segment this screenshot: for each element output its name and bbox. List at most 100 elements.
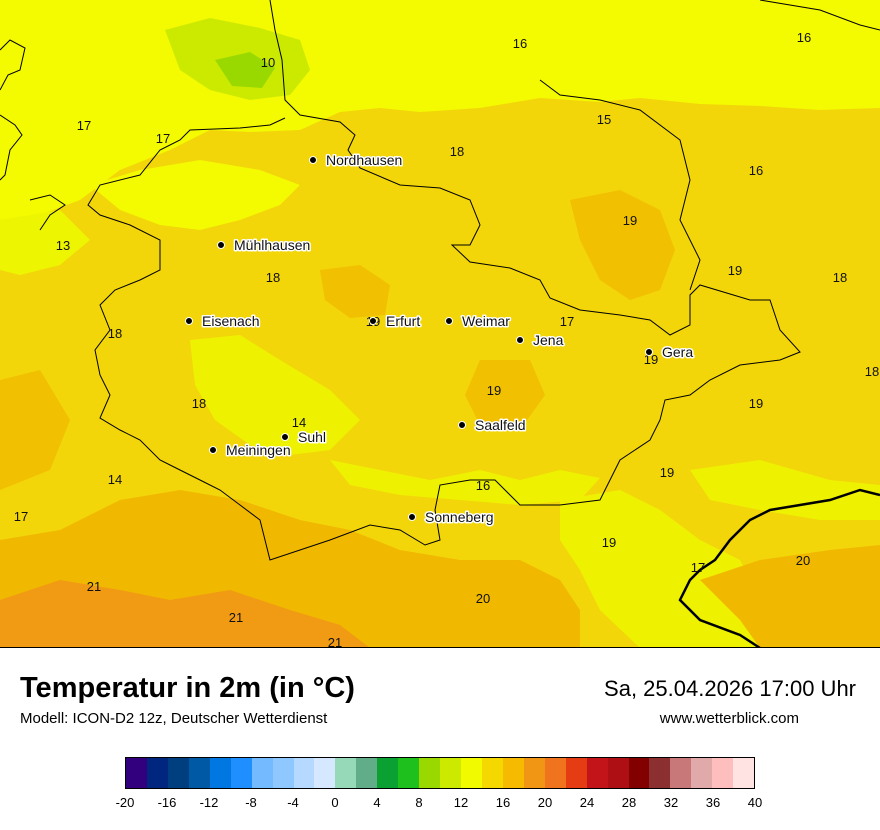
color-scale-swatch [126, 758, 147, 788]
city-dot-icon [309, 156, 317, 164]
city-erfurt: Erfurt [369, 312, 422, 331]
temperature-zone-19-east [690, 460, 880, 520]
website-link[interactable]: www.wetterblick.com [659, 710, 799, 727]
temperature-zone-19-north [570, 190, 675, 300]
color-scale-swatch [461, 758, 482, 788]
color-scale-swatch [314, 758, 336, 788]
temperature-value: 18 [108, 326, 122, 341]
color-scale-tick: 40 [747, 795, 763, 810]
color-scale-ticks: -20 -16 -12 -8 -4 0 4 8 12 16 20 24 28 32 36 40 [116, 795, 763, 815]
map-title: Temperatur in 2m (in °C) [20, 672, 355, 704]
city-mühlhausen: Mühlhausen [217, 236, 312, 255]
temperature-value: 19 [602, 535, 616, 550]
color-scale-swatch [628, 758, 650, 788]
temperature-value: 14 [108, 472, 122, 487]
state-border-saxony-anhalt [539, 79, 701, 291]
color-scale-swatch [586, 758, 608, 788]
state-border-thuringia [87, 0, 801, 561]
city-dot-icon [369, 317, 377, 325]
color-scale-swatch [293, 758, 315, 788]
temperature-value: 13 [56, 238, 70, 253]
city-label: Erfurt [386, 313, 420, 329]
city-label: Sonneberg [425, 509, 494, 525]
temperature-value: 17 [691, 560, 705, 575]
temperature-zone-cool-core [215, 52, 275, 88]
color-scale-tick: 24 [579, 795, 595, 810]
temperature-value: 21 [87, 579, 101, 594]
temperature-zone-14 [190, 335, 360, 455]
color-scale-swatch [649, 758, 671, 788]
color-scale-tick: -16 [157, 795, 177, 810]
temperature-value: 21 [229, 610, 243, 625]
color-scale-tick: 4 [373, 795, 381, 810]
color-scale-swatch [146, 758, 168, 788]
city-label: Meiningen [226, 442, 291, 458]
temperature-value: 19 [487, 383, 501, 398]
temperature-value: 17 [14, 509, 28, 524]
temperature-zone-19-saalfeld [465, 360, 545, 430]
city-dot-icon [281, 433, 289, 441]
temperature-zone-17 [90, 160, 300, 230]
temperature-value: 17 [156, 131, 170, 146]
city-dot-icon [445, 317, 453, 325]
city-dot-icon [458, 421, 466, 429]
city-label: Eisenach [202, 313, 260, 329]
temperature-value: 20 [796, 553, 810, 568]
color-scale-swatch [209, 758, 231, 788]
color-scale-tick: -20 [115, 795, 135, 810]
color-scale-swatch [523, 758, 545, 788]
temperature-value: 14 [292, 415, 306, 430]
color-scale-swatch [670, 758, 692, 788]
temperature-value: 19 [728, 263, 742, 278]
state-border-nw [0, 39, 26, 91]
city-dot-icon [209, 446, 217, 454]
temperature-zone-21 [0, 580, 369, 647]
color-scale-swatch [419, 758, 441, 788]
temperature-value: 19 [660, 465, 674, 480]
temperature-value: 16 [749, 163, 763, 178]
color-scale-tick: 12 [453, 795, 469, 810]
city-weimar: Weimar [445, 312, 512, 331]
city-label: Gera [662, 344, 693, 360]
city-markers: Nordhausen Mühlhausen Eisenach Erfurt Weimar… [185, 151, 695, 527]
temperature-value: 16 [797, 30, 811, 45]
temperature-value: 16 [476, 478, 490, 493]
city-eisenach: Eisenach [185, 312, 261, 331]
temperature-value: 18 [450, 144, 464, 159]
temperature-zone-19-erfurt [320, 265, 390, 318]
color-scale-tick: -4 [287, 795, 299, 810]
temperature-labels: 10 16 16 17 17 15 18 16 19 13 18 19 18 18 19 17 19 18 19 18… [14, 30, 879, 648]
color-scale-swatch [251, 758, 273, 788]
color-scale-tick: 36 [705, 795, 721, 810]
temperature-map-svg: 10 16 16 17 17 15 18 16 19 13 18 19 18 18 19 17 19 18 19 18… [0, 0, 880, 648]
city-saalfeld: Saalfeld [458, 416, 527, 435]
temperature-value: 21 [328, 635, 342, 648]
color-scale-swatch [502, 758, 524, 788]
color-scale-swatch [167, 758, 189, 788]
temperature-zone-20-southeast [700, 545, 880, 647]
color-scale-swatch [565, 758, 587, 788]
state-border-west [0, 114, 23, 181]
color-scale-tick: 0 [331, 795, 339, 810]
color-scale-tick: -8 [245, 795, 257, 810]
city-meiningen: Meiningen [209, 441, 292, 460]
weather-map: 10 16 16 17 17 15 18 16 19 13 18 19 18 18 19 17 19 18 19 18… [0, 0, 880, 648]
color-scale-swatch [356, 758, 378, 788]
temperature-zone-13 [0, 210, 90, 275]
temperature-value: 15 [597, 112, 611, 127]
color-scale-tick: 20 [537, 795, 553, 810]
temperature-value: 17 [77, 118, 91, 133]
color-scale-swatch [481, 758, 503, 788]
city-label: Suhl [298, 429, 326, 445]
city-jena: Jena [516, 331, 565, 350]
temperature-value: 16 [513, 36, 527, 51]
forecast-datetime: Sa, 25.04.2026 17:00 Uhr [604, 676, 856, 701]
city-sonneberg: Sonneberg [408, 508, 495, 527]
color-scale-tick: 28 [621, 795, 637, 810]
color-scale-tick: -12 [199, 795, 219, 810]
temperature-zone-16-south [330, 460, 600, 505]
city-dot-icon [408, 513, 416, 521]
temperature-value: 19 [644, 352, 658, 367]
model-info: Modell: ICON-D2 12z, Deutscher Wetterdie… [20, 710, 328, 727]
temperature-value: 10 [261, 55, 275, 70]
